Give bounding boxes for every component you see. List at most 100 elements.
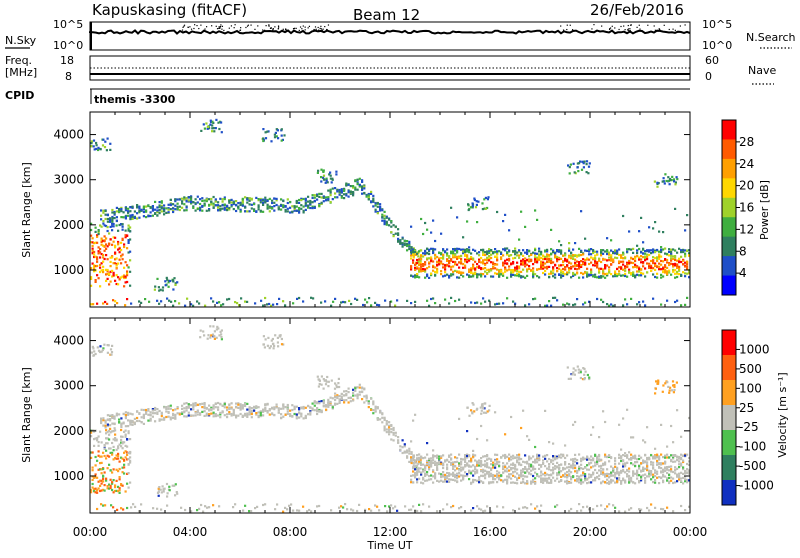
range-gate-cell xyxy=(670,255,672,257)
range-gate-cell xyxy=(644,477,646,479)
range-gate-cell xyxy=(522,262,524,264)
range-gate-cell xyxy=(105,210,107,212)
range-gate-cell xyxy=(516,270,518,272)
range-gate-cell xyxy=(520,470,522,472)
nsearch-dot xyxy=(266,25,267,26)
range-gate-cell xyxy=(305,205,307,207)
nsky-trace xyxy=(90,22,690,50)
range-gate-cell xyxy=(570,471,572,473)
range-gate-cell xyxy=(598,478,600,480)
range-gate-cell xyxy=(576,459,578,461)
range-gate-cell xyxy=(586,160,588,162)
range-gate-cell xyxy=(442,258,444,260)
range-gate-cell xyxy=(466,464,468,466)
range-gate-cell xyxy=(470,301,472,303)
range-gate-cell xyxy=(532,461,534,463)
range-gate-cell xyxy=(114,427,116,429)
range-gate-cell xyxy=(412,420,414,422)
range-gate-cell xyxy=(454,456,456,458)
range-gate-cell xyxy=(416,266,418,268)
range-gate-cell xyxy=(626,263,628,265)
range-gate-cell xyxy=(145,216,147,218)
range-gate-cell xyxy=(390,425,392,427)
range-gate-cell xyxy=(562,271,564,273)
range-gate-cell xyxy=(502,455,504,457)
range-gate-cell xyxy=(626,303,628,305)
range-gate-cell xyxy=(485,197,487,199)
range-gate-cell xyxy=(395,233,397,235)
range-gate-cell xyxy=(656,477,658,479)
range-gate-cell xyxy=(195,198,197,200)
range-gate-cell xyxy=(600,277,602,279)
range-gate-cell xyxy=(482,252,484,254)
range-gate-cell xyxy=(320,169,322,171)
range-gate-cell xyxy=(217,409,219,411)
range-gate-cell xyxy=(622,470,624,472)
range-gate-cell xyxy=(384,215,386,217)
range-gate-cell xyxy=(460,271,462,273)
range-gate-cell xyxy=(116,302,118,304)
range-gate-cell xyxy=(240,405,242,407)
range-gate-cell xyxy=(492,464,494,466)
range-gate-cell xyxy=(249,413,251,415)
range-gate-cell xyxy=(434,248,436,250)
range-gate-cell xyxy=(102,468,104,470)
range-gate-cell xyxy=(496,463,498,465)
range-gate-cell xyxy=(372,409,374,411)
range-gate-cell xyxy=(456,264,458,266)
range-gate-cell xyxy=(610,254,612,256)
range-gate-cell xyxy=(217,204,219,206)
range-gate-cell xyxy=(594,479,596,481)
range-gate-cell xyxy=(546,261,548,263)
range-gate-cell xyxy=(219,205,221,207)
range-gate-cell xyxy=(596,456,598,458)
range-gate-cell xyxy=(186,402,188,404)
range-gate-cell xyxy=(412,474,414,476)
range-gate-cell xyxy=(568,267,570,269)
range-gate-cell xyxy=(628,475,630,477)
range-gate-cell xyxy=(470,472,472,474)
range-gate-cell xyxy=(339,398,341,400)
range-gate-cell xyxy=(664,476,666,478)
range-gate-cell xyxy=(668,251,670,253)
range-gate-cell xyxy=(442,275,444,277)
range-gate-cell xyxy=(648,471,650,473)
range-gate-cell xyxy=(456,473,458,475)
range-gate-cell xyxy=(460,249,462,251)
range-gate-cell xyxy=(323,169,325,171)
y-tick-label: 1000 xyxy=(53,263,84,277)
range-gate-cell xyxy=(210,409,212,411)
range-gate-cell xyxy=(674,269,676,271)
range-gate-cell xyxy=(598,459,600,461)
range-gate-cell xyxy=(569,172,571,174)
range-gate-cell xyxy=(586,274,588,276)
nsearch-dot xyxy=(194,24,195,25)
range-gate-cell xyxy=(359,384,361,386)
range-gate-cell xyxy=(102,478,104,480)
range-gate-cell xyxy=(522,480,524,482)
range-gate-cell xyxy=(564,258,566,260)
range-gate-cell xyxy=(672,263,674,265)
range-gate-cell xyxy=(402,238,404,240)
range-gate-cell xyxy=(588,274,590,276)
nsearch-dot xyxy=(324,26,325,27)
range-gate-cell xyxy=(644,275,646,277)
range-gate-cell xyxy=(514,248,516,250)
nsearch-dot xyxy=(229,28,230,29)
range-gate-cell xyxy=(323,178,325,180)
range-gate-cell xyxy=(458,454,460,456)
range-gate-cell xyxy=(570,164,572,166)
range-gate-cell xyxy=(612,275,614,277)
range-gate-cell xyxy=(614,463,616,465)
range-gate-cell xyxy=(514,465,516,467)
range-gate-cell xyxy=(219,403,221,405)
range-gate-cell xyxy=(260,414,262,416)
range-gate-cell xyxy=(426,474,428,476)
range-gate-cell xyxy=(676,409,678,411)
range-gate-cell xyxy=(440,233,442,235)
range-gate-cell xyxy=(186,209,188,211)
range-gate-cell xyxy=(336,196,338,198)
range-gate-cell xyxy=(578,248,580,250)
range-gate-cell xyxy=(664,269,666,271)
range-gate-cell xyxy=(422,233,424,235)
